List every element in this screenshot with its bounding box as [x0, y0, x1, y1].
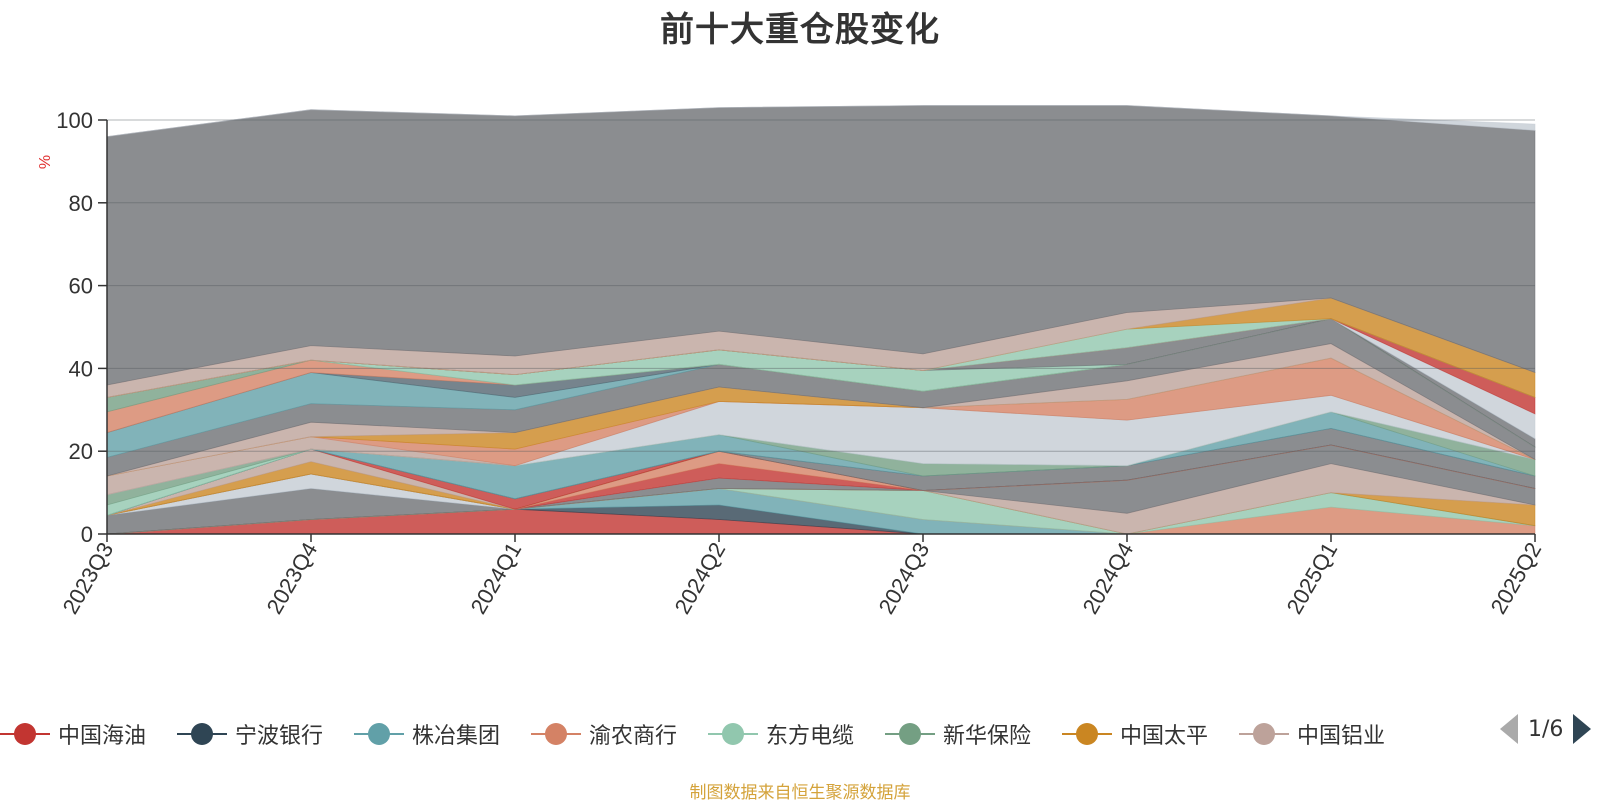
legend-swatch-icon	[885, 723, 935, 745]
legend-swatch-icon	[1062, 723, 1112, 745]
y-tick-label: 80	[69, 191, 93, 216]
x-tick-label: 2025Q1	[1282, 538, 1343, 618]
legend-prev-page-icon[interactable]	[1500, 714, 1518, 744]
legend-swatch-icon	[177, 723, 227, 745]
y-axis-unit-label: %	[37, 155, 54, 169]
legend-item[interactable]: 中国铝业	[1239, 712, 1385, 756]
x-tick-label: 2024Q3	[874, 538, 935, 618]
y-tick-label: 60	[69, 274, 93, 299]
x-tick-label: 2024Q2	[670, 538, 731, 618]
legend-label: 东方电缆	[766, 724, 855, 749]
x-tick-label: 2024Q1	[466, 538, 527, 618]
legend-swatch-icon	[354, 723, 404, 745]
legend-swatch-icon	[0, 723, 50, 745]
legend: 中国海油 宁波银行 株冶集团 渝农商行 东方电缆 新华保险 中国太平 中国铝业	[0, 712, 1600, 756]
legend-item[interactable]: 东方电缆	[708, 712, 854, 756]
y-tick-label: 20	[69, 439, 93, 464]
legend-label: 宁波银行	[235, 724, 324, 749]
stacked-area-chart: 0 20 40 60 80 100 2023Q3 2023Q4 2024Q1 2024Q2 2024…	[37, 105, 1547, 618]
legend-swatch-icon	[1239, 723, 1289, 745]
legend-swatch-icon	[708, 723, 758, 745]
data-source-note: 制图数据来自恒生聚源数据库	[689, 783, 911, 803]
legend-label: 渝农商行	[589, 724, 678, 749]
x-tick-label: 2025Q2	[1486, 538, 1547, 618]
legend-pager: 1/6	[1500, 714, 1592, 744]
y-tick-label: 40	[69, 356, 93, 381]
area-series-43	[106, 105, 1536, 137]
legend-item[interactable]: 渝农商行	[531, 712, 677, 756]
areas-layer	[106, 105, 1536, 535]
legend-item[interactable]: 中国太平	[1062, 712, 1208, 756]
y-tick-label: 100	[56, 108, 93, 133]
legend-item[interactable]: 中国海油	[0, 712, 146, 756]
legend-label: 中国太平	[1120, 724, 1209, 749]
legend-item[interactable]: 宁波银行	[177, 712, 323, 756]
legend-label: 株冶集团	[412, 724, 501, 749]
legend-label: 新华保险	[943, 724, 1032, 749]
x-tick-label: 2023Q4	[262, 538, 323, 618]
legend-next-page-icon[interactable]	[1573, 714, 1592, 744]
chart-title: 前十大重仓股变化	[660, 10, 940, 50]
legend-item[interactable]: 株冶集团	[354, 712, 500, 756]
legend-label: 中国海油	[58, 724, 147, 749]
legend-page-indicator: 1/6	[1528, 716, 1564, 742]
x-tick-label: 2023Q3	[58, 538, 119, 618]
x-tick-label: 2024Q4	[1078, 538, 1139, 618]
legend-item[interactable]: 新华保险	[885, 712, 1031, 756]
legend-label: 中国铝业	[1297, 724, 1386, 749]
legend-swatch-icon	[531, 723, 581, 745]
y-tick-label: 0	[81, 522, 93, 547]
